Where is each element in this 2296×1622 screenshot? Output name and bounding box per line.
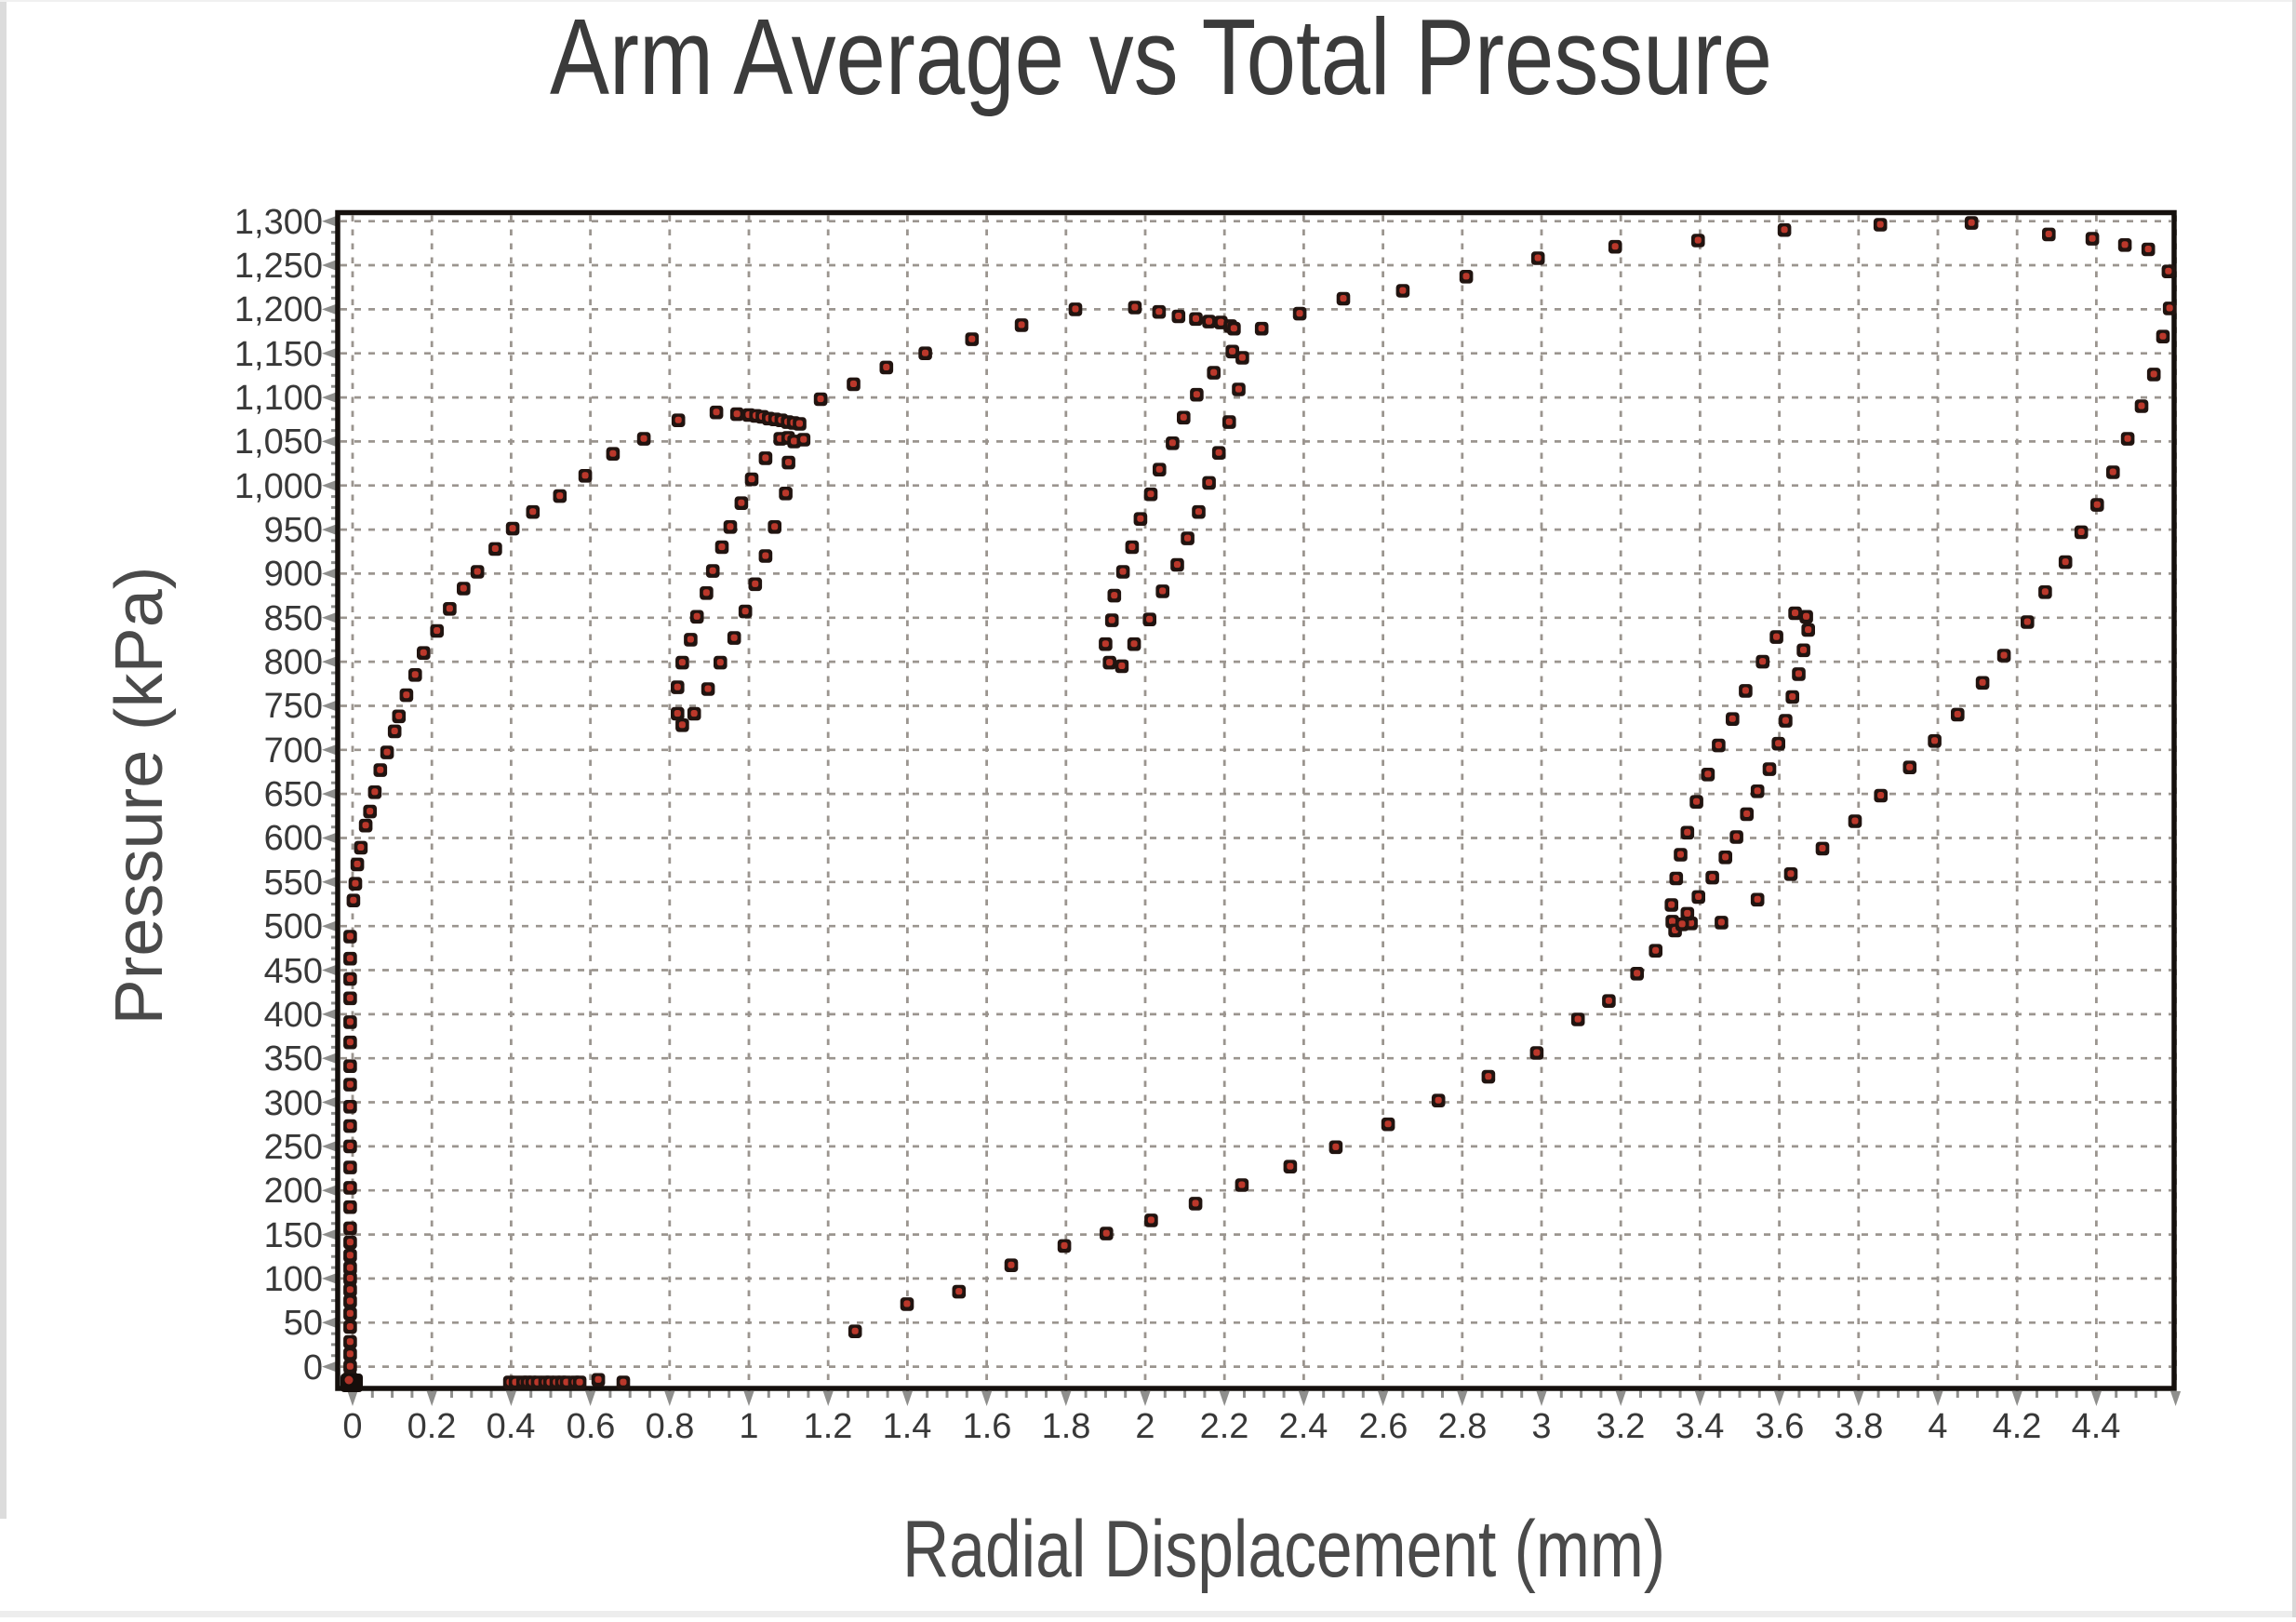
svg-text:750: 750 xyxy=(264,687,323,726)
svg-text:950: 950 xyxy=(264,511,323,550)
svg-text:900: 900 xyxy=(264,555,323,594)
svg-text:450: 450 xyxy=(264,952,323,991)
svg-text:3.6: 3.6 xyxy=(1755,1407,1805,1446)
svg-text:700: 700 xyxy=(264,731,323,771)
svg-text:650: 650 xyxy=(264,775,323,814)
svg-text:4.4: 4.4 xyxy=(2072,1407,2121,1446)
svg-text:0.2: 0.2 xyxy=(407,1407,457,1446)
svg-text:Pressure (kPa): Pressure (kPa) xyxy=(102,567,177,1025)
svg-text:4: 4 xyxy=(1928,1407,1947,1446)
svg-text:Radial Displacement (mm): Radial Displacement (mm) xyxy=(902,1505,1665,1594)
svg-text:1,200: 1,200 xyxy=(234,290,323,329)
svg-text:4.2: 4.2 xyxy=(1993,1407,2042,1446)
svg-text:1.6: 1.6 xyxy=(963,1407,1012,1446)
svg-text:3.4: 3.4 xyxy=(1675,1407,1725,1446)
svg-text:1,000: 1,000 xyxy=(234,467,323,506)
svg-text:2.4: 2.4 xyxy=(1279,1407,1328,1446)
svg-text:150: 150 xyxy=(264,1216,323,1255)
svg-text:400: 400 xyxy=(264,996,323,1035)
svg-text:3: 3 xyxy=(1531,1407,1551,1446)
svg-text:0: 0 xyxy=(342,1407,362,1446)
svg-text:200: 200 xyxy=(264,1172,323,1211)
svg-text:0.6: 0.6 xyxy=(567,1407,616,1446)
svg-text:2: 2 xyxy=(1135,1407,1155,1446)
svg-text:1.8: 1.8 xyxy=(1042,1407,1091,1446)
svg-text:2.8: 2.8 xyxy=(1438,1407,1488,1446)
svg-text:1: 1 xyxy=(739,1407,758,1446)
svg-text:3.8: 3.8 xyxy=(1835,1407,1884,1446)
svg-text:2.2: 2.2 xyxy=(1200,1407,1249,1446)
svg-text:1,300: 1,300 xyxy=(234,203,323,242)
svg-text:2.6: 2.6 xyxy=(1359,1407,1408,1446)
svg-text:Arm Average vs Total Pressure: Arm Average vs Total Pressure xyxy=(550,0,1772,117)
svg-text:1.2: 1.2 xyxy=(804,1407,853,1446)
svg-text:100: 100 xyxy=(264,1260,323,1299)
svg-text:500: 500 xyxy=(264,907,323,946)
svg-text:300: 300 xyxy=(264,1084,323,1123)
svg-text:250: 250 xyxy=(264,1128,323,1167)
svg-text:3.2: 3.2 xyxy=(1596,1407,1646,1446)
svg-text:0.4: 0.4 xyxy=(487,1407,536,1446)
svg-text:1,100: 1,100 xyxy=(234,379,323,418)
svg-text:0.8: 0.8 xyxy=(646,1407,695,1446)
svg-text:550: 550 xyxy=(264,864,323,903)
svg-text:800: 800 xyxy=(264,643,323,682)
svg-text:350: 350 xyxy=(264,1039,323,1079)
svg-text:600: 600 xyxy=(264,819,323,858)
svg-text:850: 850 xyxy=(264,599,323,638)
svg-text:1,050: 1,050 xyxy=(234,422,323,462)
svg-text:1.4: 1.4 xyxy=(883,1407,932,1446)
svg-text:0: 0 xyxy=(303,1348,323,1387)
svg-text:1,150: 1,150 xyxy=(234,335,323,374)
svg-text:1,250: 1,250 xyxy=(234,247,323,286)
svg-text:50: 50 xyxy=(284,1304,323,1343)
